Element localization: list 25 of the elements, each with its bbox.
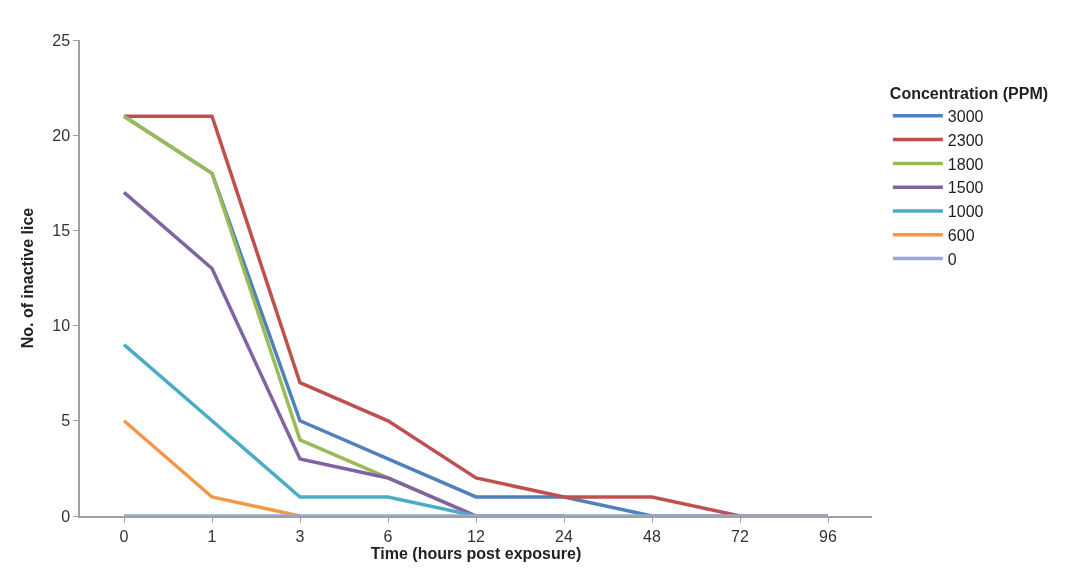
legend-label: 0 xyxy=(947,250,957,268)
x-tick-label: 6 xyxy=(383,527,393,545)
x-tick-label: 96 xyxy=(819,527,837,545)
legend-label: 2300 xyxy=(947,131,984,149)
x-tick-label: 24 xyxy=(555,527,573,545)
y-tick-label: 25 xyxy=(52,31,71,49)
y-axis-title: No. of inactive lice xyxy=(18,207,36,349)
x-tick-label: 72 xyxy=(731,527,749,545)
x-axis-title: Time (hours post exposure) xyxy=(370,544,582,562)
y-tick-label: 15 xyxy=(52,222,71,239)
legend-label: 1000 xyxy=(947,203,984,221)
legend-title: Concentration (PPM) xyxy=(889,84,1049,102)
y-tick-label: 5 xyxy=(61,412,71,430)
legend-label: 1500 xyxy=(947,179,984,197)
x-tick-label: 0 xyxy=(119,527,129,545)
y-tick-label: 20 xyxy=(52,126,71,144)
x-tick-label: 3 xyxy=(295,527,305,545)
x-tick-label: 48 xyxy=(643,527,661,545)
x-tick-label: 1 xyxy=(207,527,217,545)
legend-label: 1800 xyxy=(947,155,984,173)
y-tick-label: 10 xyxy=(52,317,71,335)
legend-label: 3000 xyxy=(947,108,984,126)
y-tick-label: 0 xyxy=(61,507,71,525)
x-tick-label: 12 xyxy=(467,527,485,545)
legend-label: 600 xyxy=(947,227,975,245)
